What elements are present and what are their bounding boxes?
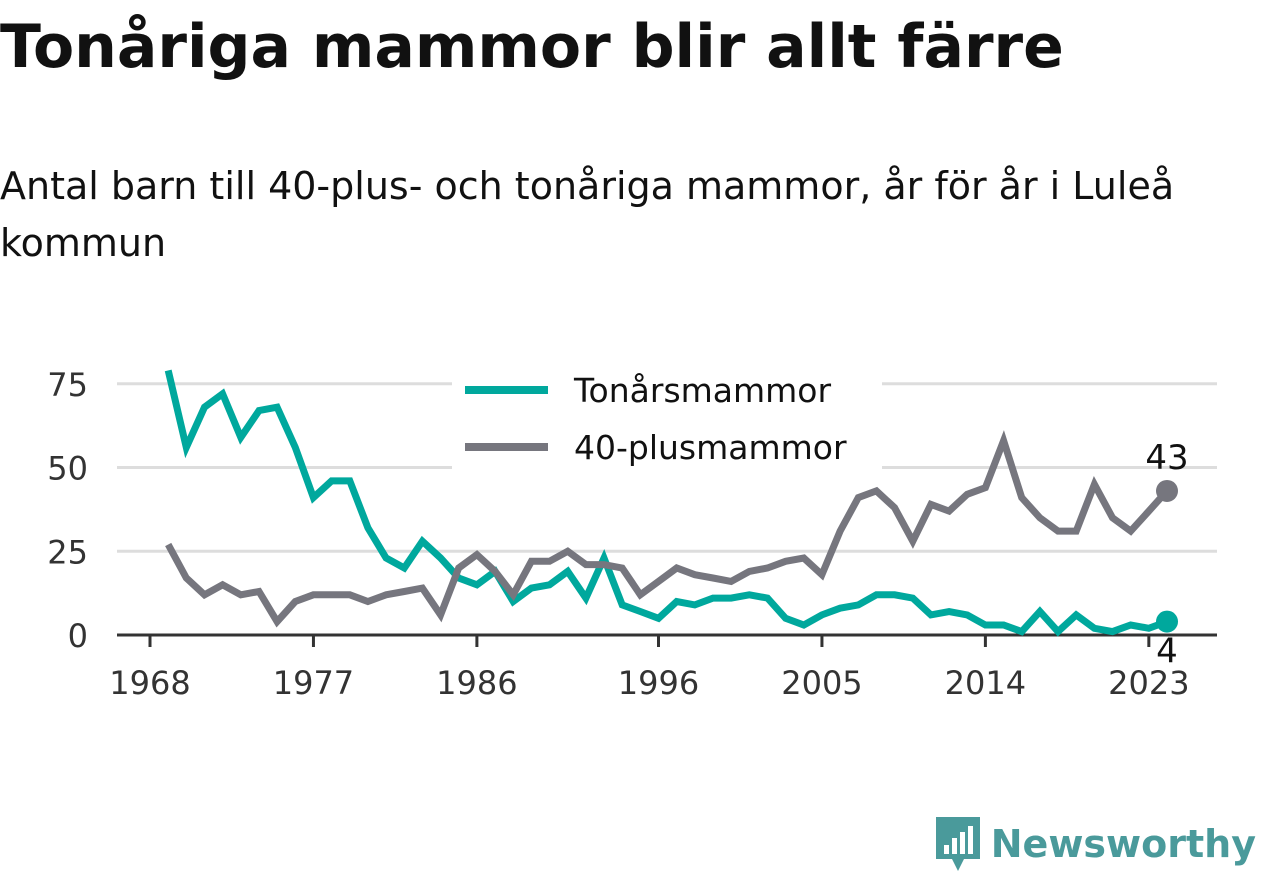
legend-label: 40-plusmammor (574, 428, 847, 467)
end-value-label: 43 (1145, 438, 1188, 478)
series-lines (164, 369, 1170, 637)
x-tick-label: 1977 (273, 664, 354, 702)
series-line-tonarsmammor (164, 369, 1169, 637)
legend-background (452, 365, 882, 470)
end-points: 4 43 (1145, 438, 1188, 672)
chart-subtitle: Antal barn till 40-plus- och tonåriga ma… (0, 164, 1175, 265)
chart-title: Tonåriga mammor blir allt färre (0, 12, 1064, 82)
brand-logo: Newsworthy (933, 815, 1256, 873)
legend-label: Tonårsmammor (573, 371, 831, 410)
x-tick-label: 2014 (945, 664, 1026, 702)
y-axis-ticks: 0 25 50 75 (47, 366, 88, 655)
y-tick-label: 0 (68, 617, 88, 655)
end-point (1156, 479, 1178, 502)
series-line-fortyplus (165, 430, 1170, 628)
x-tick-label: 2005 (781, 664, 862, 702)
y-tick-label: 75 (47, 366, 88, 404)
brand-name: Newsworthy (990, 822, 1256, 866)
end-value-label: 4 (1156, 632, 1178, 672)
x-tick-label: 1968 (109, 664, 190, 702)
legend: Tonårsmammor 40-plusmammor (452, 365, 882, 470)
x-tick-label: 1986 (436, 664, 517, 702)
y-tick-label: 25 (47, 533, 88, 571)
end-point (1156, 610, 1178, 633)
x-tick-label: 2023 (1108, 664, 1189, 702)
newsworthy-logo-icon (935, 817, 980, 871)
x-tick-label: 1996 (618, 664, 699, 702)
y-tick-label: 50 (47, 450, 88, 488)
x-axis-ticks: 1968 1977 1986 1996 2005 2014 2023 (109, 633, 1217, 702)
